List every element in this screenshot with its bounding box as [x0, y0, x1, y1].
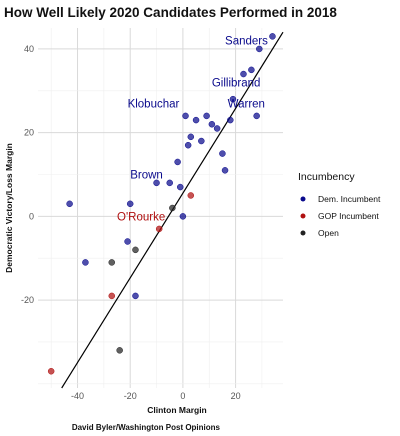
- scatter-point: [179, 213, 187, 220]
- scatter-point: [153, 179, 160, 187]
- scatter-point: [169, 204, 176, 212]
- scatter-point: [47, 368, 55, 375]
- scatter-point: [203, 112, 210, 120]
- x-tick-label: 20: [231, 391, 241, 401]
- credit-text: David Byler/Washington Post Opinions: [72, 423, 221, 432]
- scatter-point: [198, 137, 205, 145]
- scatter-point: [66, 200, 73, 208]
- scatter-point: [219, 150, 226, 157]
- scatter-point: [269, 33, 276, 40]
- scatter-point: [108, 292, 116, 300]
- scatter-point: [227, 116, 234, 124]
- y-tick-label: 0: [29, 211, 34, 221]
- legend-title: Incumbency: [298, 171, 355, 183]
- scatter-point: [253, 112, 260, 120]
- scatter-point: [221, 167, 229, 174]
- scatter-point: [166, 179, 173, 187]
- scatter-point: [184, 141, 192, 149]
- y-tick-label: 20: [24, 128, 34, 138]
- y-axis-label: Democratic Victory/Loss Margin: [4, 143, 14, 273]
- data-points: [47, 33, 276, 375]
- tick-labels: -40 -20 0 20 -20 0 20 40: [21, 44, 241, 401]
- scatter-point: [187, 192, 195, 199]
- y-tick-label: 40: [24, 44, 34, 54]
- scatter-point: [187, 133, 195, 141]
- legend-label: Dem. Incumbent: [318, 194, 381, 204]
- chart-title: How Well Likely 2020 Candidates Performe…: [4, 5, 337, 20]
- plot-panel: [38, 28, 283, 388]
- y-tick-label: -20: [21, 295, 34, 305]
- point-annotation: Gillibrand: [212, 78, 261, 90]
- point-annotation: Brown: [130, 170, 163, 182]
- legend-marker: [300, 213, 306, 219]
- point-annotation: Klobuchar: [128, 99, 180, 111]
- annotations: Sanders Gillibrand Klobuchar Warren Brown O'R…: [117, 36, 268, 224]
- scatter-point: [248, 66, 255, 74]
- x-axis-label: Clinton Margin: [147, 405, 207, 415]
- scatter-point: [177, 183, 184, 191]
- scatter-point: [174, 158, 181, 166]
- legend-marker: [300, 230, 306, 236]
- point-annotation: Warren: [228, 99, 265, 111]
- scatter-point: [155, 225, 163, 233]
- scatter-point: [126, 200, 134, 208]
- point-annotation: O'Rourke: [117, 212, 165, 224]
- grid: [38, 28, 283, 388]
- scatter-point: [108, 259, 116, 266]
- scatter-point: [256, 45, 263, 53]
- x-tick-label: -20: [124, 391, 137, 401]
- scatter-point: [132, 246, 139, 254]
- x-tick-label: -40: [71, 391, 84, 401]
- scatter-point: [240, 70, 247, 78]
- scatter-point: [116, 347, 123, 354]
- scatter-point: [192, 116, 200, 124]
- scatter-point: [124, 238, 131, 245]
- scatter-point: [229, 95, 237, 103]
- x-tick-label: 0: [180, 391, 185, 401]
- legend-marker: [300, 196, 306, 202]
- legend-label: Open: [318, 228, 339, 238]
- scatter-point: [213, 125, 221, 132]
- legend-label: GOP Incumbent: [318, 211, 379, 221]
- scatter-point: [82, 259, 89, 266]
- point-annotation: Sanders: [225, 36, 268, 48]
- scatter-point: [182, 112, 189, 120]
- legend: Incumbency Dem. Incumbent GOP Incumbent Op…: [298, 171, 381, 238]
- scatter-point: [132, 292, 139, 300]
- scatter-point: [208, 121, 216, 128]
